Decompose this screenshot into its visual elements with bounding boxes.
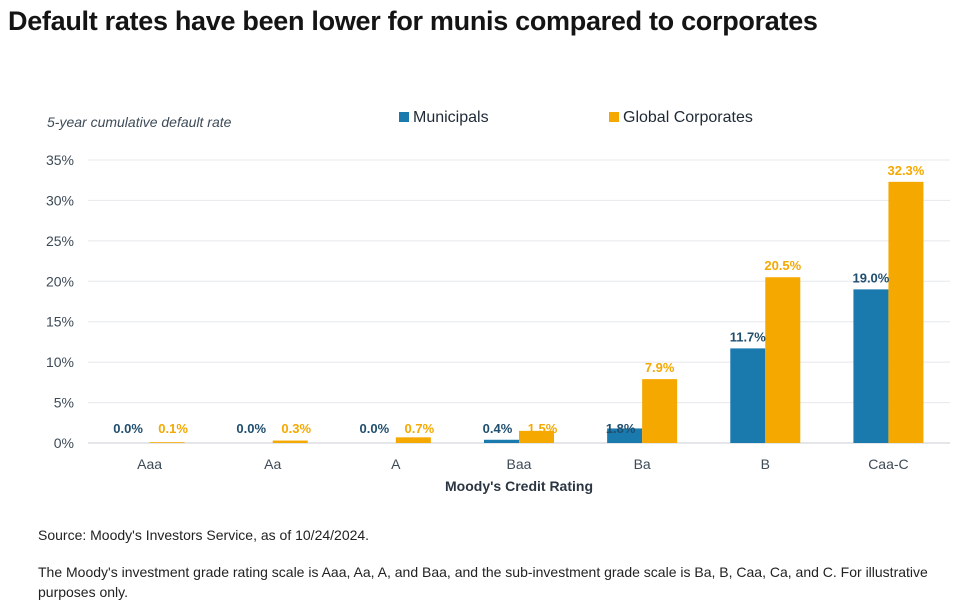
bar-value-label: 19.0% [852,270,889,285]
bar-value-label: 0.0% [113,421,143,436]
bar-municipals-baa [484,439,519,443]
bar-value-label: 0.4% [483,421,513,436]
legend-swatch-global-corporates [609,112,619,122]
bar-municipals-b [730,348,766,443]
legend: Municipals Global Corporates [399,109,753,126]
bar-chart: 5-year cumulative default rate Municipal… [46,109,950,494]
x-tick-label: Ba [634,456,651,472]
bar-global-corporates-aa [272,440,308,443]
bar-value-label: 1.8% [606,421,636,436]
bar-value-label: 0.0% [236,421,266,436]
y-tick-label: 0% [54,435,74,451]
x-axis-ticks: Aaa Aa A Baa Ba B Caa-C [137,456,909,472]
x-tick-label: Baa [507,456,532,472]
bar-value-label: 1.5% [528,421,558,436]
x-axis-label: Moody's Credit Rating [445,478,593,494]
y-tick-label: 25% [46,233,74,249]
x-tick-label: Aaa [137,456,162,472]
bar-global-corporates-aaa [149,442,185,443]
bar-value-label: 7.9% [645,360,675,375]
bar-value-labels: 0.0% 0.1% 0.0% 0.3% 0.0% 0.7% 0.4% 1.5% 1.8% 7.9%… [113,163,925,436]
x-tick-label: A [391,456,401,472]
bar-value-label: 0.1% [158,421,188,436]
gridlines [88,159,950,444]
y-tick-label: 5% [54,395,74,411]
bar-global-corporates-ba [642,379,678,443]
x-tick-label: Caa-C [868,456,908,472]
bar-global-corporates-b [765,277,801,443]
y-tick-label: 35% [46,152,74,168]
page-title: Default rates have been lower for munis … [8,6,818,36]
y-tick-label: 20% [46,273,74,289]
x-tick-label: Aa [264,456,281,472]
y-axis-label: 5-year cumulative default rate [47,114,232,130]
source-note: Source: Moody's Investors Service, as of… [38,527,370,543]
bar-municipals-caa-c [853,289,889,443]
bar-global-corporates-baa [519,430,554,443]
rating-scale-note: The Moody's investment grade rating scal… [38,564,928,600]
x-tick-label: B [761,456,770,472]
bar-value-label: 32.3% [887,163,924,178]
legend-label-municipals: Municipals [413,109,489,126]
bar-global-corporates-a [395,437,431,443]
bars [149,181,924,443]
bar-value-label: 0.7% [405,421,435,436]
y-tick-label: 10% [46,354,74,370]
y-tick-label: 15% [46,314,74,330]
y-axis-ticks: 0% 5% 10% 15% 20% 25% 30% 35% [46,152,74,451]
bar-value-label: 0.0% [360,421,390,436]
bar-municipals-ba [607,428,643,443]
bar-value-label: 11.7% [730,329,767,344]
bar-value-label: 20.5% [764,258,801,273]
bar-value-label: 0.3% [281,421,311,436]
y-tick-label: 30% [46,192,74,208]
bar-global-corporates-caa-c [888,181,924,443]
legend-swatch-municipals [399,112,409,122]
legend-label-global-corporates: Global Corporates [623,109,753,126]
